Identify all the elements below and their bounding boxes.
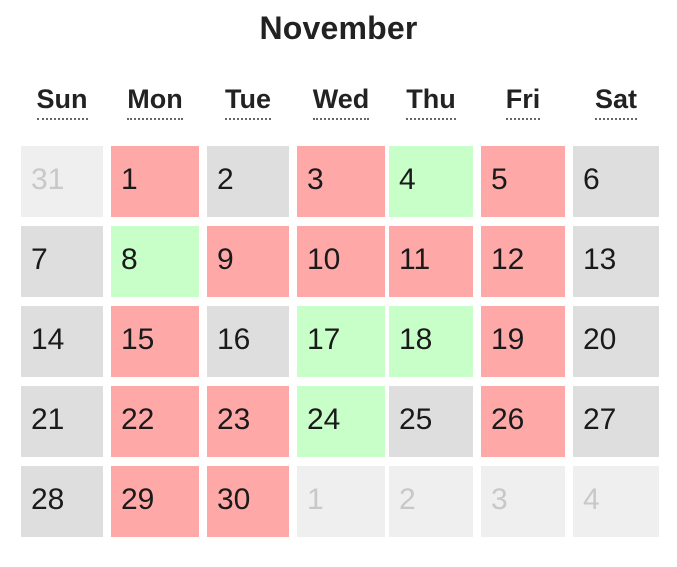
day-cell[interactable]: 19 <box>481 306 565 377</box>
day-cell[interactable]: 26 <box>481 386 565 457</box>
day-cell[interactable]: 9 <box>207 226 289 297</box>
weekday-label: Sat <box>594 82 638 120</box>
weekday-header-sun: Sun <box>21 82 103 122</box>
weekday-header-thu: Thu <box>389 82 473 122</box>
day-cell[interactable]: 10 <box>297 226 385 297</box>
day-cell[interactable]: 5 <box>481 146 565 217</box>
day-cell[interactable]: 13 <box>573 226 659 297</box>
day-cell[interactable]: 17 <box>297 306 385 377</box>
day-cell[interactable]: 15 <box>111 306 199 377</box>
day-cell[interactable]: 21 <box>21 386 103 457</box>
day-cell[interactable]: 22 <box>111 386 199 457</box>
weekday-label: Sun <box>36 82 88 120</box>
day-cell[interactable]: 14 <box>21 306 103 377</box>
day-cell[interactable]: 25 <box>389 386 473 457</box>
day-cell[interactable]: 20 <box>573 306 659 377</box>
day-cell[interactable]: 29 <box>111 466 199 537</box>
day-cell[interactable]: 7 <box>21 226 103 297</box>
day-cell[interactable]: 12 <box>481 226 565 297</box>
day-cell[interactable]: 28 <box>21 466 103 537</box>
day-cell[interactable]: 2 <box>207 146 289 217</box>
day-cell[interactable]: 16 <box>207 306 289 377</box>
weekday-header-fri: Fri <box>481 82 565 122</box>
day-cell-other-month[interactable]: 31 <box>21 146 103 217</box>
day-cell[interactable]: 6 <box>573 146 659 217</box>
weekday-label: Fri <box>505 82 541 120</box>
day-cell[interactable]: 27 <box>573 386 659 457</box>
weekday-header-mon: Mon <box>111 82 199 122</box>
day-cell-other-month[interactable]: 2 <box>389 466 473 537</box>
day-cell-other-month[interactable]: 1 <box>297 466 385 537</box>
day-cell-other-month[interactable]: 4 <box>573 466 659 537</box>
day-cell[interactable]: 3 <box>297 146 385 217</box>
day-cell[interactable]: 23 <box>207 386 289 457</box>
weekday-header-tue: Tue <box>207 82 289 122</box>
weekday-label: Wed <box>312 82 370 120</box>
day-cell[interactable]: 8 <box>111 226 199 297</box>
weekday-header-wed: Wed <box>297 82 385 122</box>
day-cell[interactable]: 11 <box>389 226 473 297</box>
weekday-label: Thu <box>406 82 456 120</box>
weekday-label: Mon <box>127 82 183 120</box>
day-cell[interactable]: 4 <box>389 146 473 217</box>
day-cell[interactable]: 1 <box>111 146 199 217</box>
day-cell[interactable]: 30 <box>207 466 289 537</box>
day-cell-other-month[interactable]: 3 <box>481 466 565 537</box>
weekday-header-sat: Sat <box>573 82 659 122</box>
day-cell[interactable]: 24 <box>297 386 385 457</box>
day-cell[interactable]: 18 <box>389 306 473 377</box>
weekday-label: Tue <box>225 82 271 120</box>
month-title: November <box>259 10 418 46</box>
